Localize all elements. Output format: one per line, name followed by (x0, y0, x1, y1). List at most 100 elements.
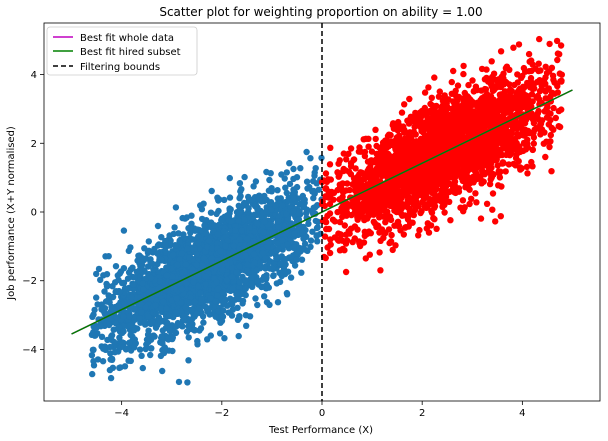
scatter-point (489, 206, 496, 213)
scatter-point (499, 129, 507, 136)
scatter-point (235, 217, 242, 225)
scatter-point (409, 219, 416, 226)
scatter-point (234, 289, 241, 297)
scatter-point (540, 77, 548, 84)
scatter-point (254, 220, 261, 227)
scatter-point (298, 269, 305, 276)
scatter-point (248, 274, 255, 281)
scatter-point (350, 175, 358, 182)
scatter-point (172, 309, 180, 316)
scatter-point (303, 148, 310, 156)
scatter-point (159, 298, 167, 305)
scatter-point (100, 345, 107, 352)
scatter-point (250, 251, 258, 258)
scatter-point (186, 254, 193, 261)
scatter-point (447, 217, 454, 224)
scatter-point (116, 364, 123, 372)
scatter-point (227, 295, 234, 302)
scatter-point (548, 168, 555, 175)
scatter-point (534, 114, 541, 121)
scatter-point (158, 256, 165, 264)
scatter-point (290, 208, 297, 215)
scatter-point (489, 190, 497, 197)
scatter-point (307, 155, 314, 162)
scatter-point (221, 196, 228, 204)
scatter-point (207, 209, 215, 216)
scatter-point (313, 232, 321, 239)
scatter-point (261, 264, 269, 271)
scatter-point (235, 202, 242, 209)
scatter-point (284, 215, 292, 222)
scatter-point (238, 227, 245, 234)
scatter-point (106, 366, 114, 374)
scatter-point (479, 154, 487, 162)
scatter-point (542, 95, 549, 102)
scatter-point (282, 256, 289, 263)
scatter-point (145, 289, 152, 297)
scatter-point (466, 186, 473, 193)
scatter-point (370, 211, 377, 218)
scatter-point (461, 157, 468, 164)
scatter-point (102, 298, 110, 305)
scatter-point (186, 299, 193, 306)
scatter-point (343, 156, 350, 163)
scatter-point (224, 237, 231, 244)
scatter-point (552, 114, 559, 122)
scatter-point (277, 260, 284, 267)
scatter-point (150, 266, 157, 273)
scatter-point (252, 295, 259, 302)
scatter-point (362, 173, 369, 180)
scatter-point (448, 78, 455, 86)
scatter-point (218, 217, 225, 224)
scatter-point (214, 292, 221, 299)
scatter-point (217, 247, 224, 255)
scatter-point (201, 222, 208, 229)
scatter-point (478, 65, 486, 73)
scatter-point (126, 313, 133, 320)
scatter-point (120, 279, 128, 286)
scatter-point (219, 313, 227, 320)
scatter-point (266, 176, 273, 184)
scatter-point (537, 131, 544, 138)
scatter-point (254, 277, 261, 284)
scatter-point (244, 261, 251, 268)
scatter-point (232, 254, 240, 261)
scatter-point (172, 242, 179, 249)
scatter-point (156, 278, 163, 285)
scatter-point (547, 131, 554, 139)
scatter-point (195, 282, 202, 290)
scatter-point (109, 283, 116, 290)
scatter-point (242, 252, 249, 259)
scatter-point (490, 86, 498, 94)
scatter-point (450, 109, 458, 116)
scatter-point (127, 331, 134, 339)
scatter-point (303, 233, 310, 240)
scatter-point (233, 269, 240, 276)
scatter-point (113, 314, 120, 321)
scatter-point (361, 216, 368, 224)
scatter-point (345, 150, 352, 157)
scatter-point (109, 306, 117, 313)
scatter-point (376, 249, 383, 256)
scatter-point (554, 82, 561, 90)
scatter-point (298, 256, 306, 263)
scatter-point (236, 263, 243, 270)
scatter-point (460, 70, 467, 78)
scatter-point (154, 222, 162, 230)
scatter-point (291, 230, 298, 237)
scatter-point (260, 228, 267, 236)
scatter-point (188, 306, 196, 313)
scatter-point (555, 123, 562, 130)
scatter-point (220, 307, 227, 314)
scatter-point (286, 180, 294, 188)
scatter-point (515, 133, 522, 140)
scatter-point (547, 116, 554, 124)
scatter-point (93, 324, 101, 331)
scatter-point (204, 243, 211, 251)
scatter-point (100, 272, 107, 279)
scatter-point (365, 143, 372, 150)
scatter-point (208, 255, 216, 262)
scatter-point (469, 77, 476, 84)
scatter-point (368, 148, 376, 155)
scatter-point (123, 345, 131, 352)
